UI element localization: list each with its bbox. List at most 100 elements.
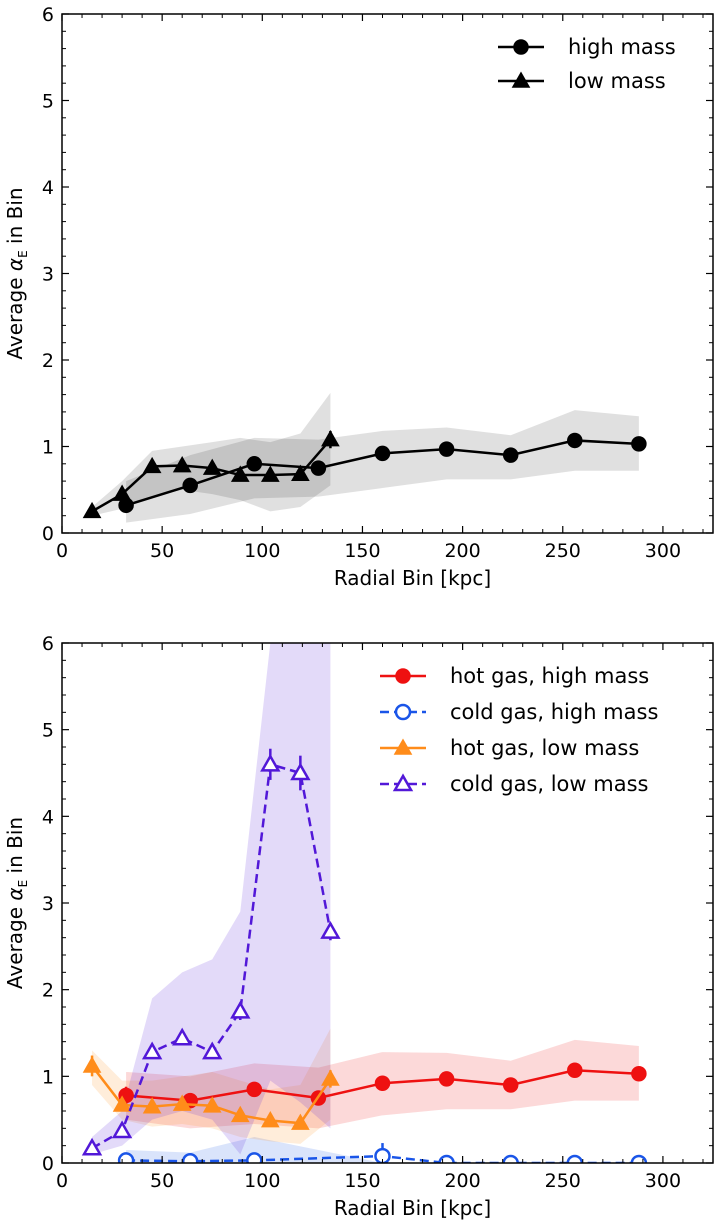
data-point <box>112 1095 132 1112</box>
x-tick-label: 250 <box>545 1170 581 1192</box>
data-point <box>260 753 281 772</box>
data-point <box>438 1154 455 1163</box>
data-point <box>502 1077 519 1093</box>
y-tick-label: 2 <box>42 350 54 372</box>
data-point <box>290 762 311 781</box>
legend: high mass low mass <box>498 35 676 93</box>
x-tick-label: 0 <box>56 540 68 562</box>
x-tick-label: 250 <box>545 540 581 562</box>
legend-label: high mass <box>568 35 676 59</box>
legend-marker <box>392 773 414 792</box>
data-point <box>81 1137 103 1156</box>
confidence-band <box>126 410 639 523</box>
y-axis-label: Average αE in Bin <box>3 817 30 989</box>
data-point <box>182 477 198 494</box>
x-tick-label: 300 <box>645 1170 681 1192</box>
data-point <box>291 464 310 481</box>
data-point <box>171 1027 193 1046</box>
data-point <box>202 458 222 475</box>
x-tick-label: 200 <box>444 1170 480 1192</box>
x-tick-label: 100 <box>244 1170 280 1192</box>
data-point <box>246 1081 263 1098</box>
plot-area <box>82 392 647 523</box>
data-point <box>172 455 192 473</box>
legend-label: hot gas, high mass <box>450 664 649 688</box>
y-tick-label: 1 <box>42 437 54 459</box>
x-tick-label: 50 <box>150 540 174 562</box>
x-tick-label: 300 <box>645 540 681 562</box>
data-point <box>566 1154 584 1163</box>
data-point <box>142 456 162 474</box>
data-point <box>246 456 263 472</box>
legend-label: low mass <box>568 69 666 93</box>
data-point <box>438 441 455 457</box>
data-point <box>111 1120 133 1139</box>
y-axis-label: Average αE in Bin <box>3 187 30 359</box>
data-point <box>230 1000 251 1019</box>
x-tick-label: 100 <box>244 540 280 562</box>
y-tick-label: 2 <box>42 980 54 1002</box>
y-tick-label: 4 <box>42 177 54 199</box>
y-tick-label: 3 <box>42 264 54 286</box>
data-point <box>112 484 132 501</box>
legend-label: hot gas, low mass <box>450 736 639 760</box>
panel-bottom: 0 50 100 150 200 250 300 0 1 2 3 4 5 6 Radial Bin [kpc… <box>3 633 714 1220</box>
legend-label: cold gas, low mass <box>450 772 648 796</box>
data-point <box>142 1097 162 1114</box>
x-tick-label: 150 <box>344 540 380 562</box>
legend-marker <box>393 738 413 755</box>
data-point <box>246 1152 263 1163</box>
legend: hot gas, high mass cold gas, high mass hot… <box>380 664 658 796</box>
data-point <box>321 430 340 447</box>
data-point <box>630 1154 648 1163</box>
x-tick-label: 150 <box>344 1170 380 1192</box>
legend-marker <box>395 668 411 684</box>
data-point <box>82 1056 102 1073</box>
data-point <box>320 921 341 939</box>
y-tick-label: 0 <box>42 523 54 545</box>
legend-marker <box>394 703 412 721</box>
data-point <box>260 1110 280 1128</box>
data-point <box>291 1113 310 1130</box>
data-point <box>502 447 519 463</box>
y-tick-label: 3 <box>42 893 54 915</box>
x-tick-label: 50 <box>150 1170 174 1192</box>
plot-area <box>81 643 648 1163</box>
data-point <box>230 465 250 482</box>
data-point <box>230 1105 250 1123</box>
data-point <box>202 1041 223 1060</box>
y-tick-label: 0 <box>42 1153 54 1175</box>
legend-marker <box>511 71 531 88</box>
data-point <box>260 465 280 482</box>
data-point <box>631 1065 647 1082</box>
legend-marker <box>513 39 529 55</box>
data-point <box>567 1062 583 1079</box>
series-line <box>126 1154 639 1163</box>
y-tick-label: 1 <box>42 1066 54 1088</box>
data-point <box>82 501 102 519</box>
data-point <box>502 1154 519 1163</box>
data-point <box>374 1147 391 1163</box>
panel-top: 0 50 100 150 200 250 300 0 1 2 3 4 5 6 Radial Bin [kpc… <box>3 4 714 590</box>
y-tick-label: 4 <box>42 806 54 828</box>
data-point <box>202 1096 222 1113</box>
data-point <box>141 1041 163 1060</box>
y-tick-label: 5 <box>42 720 54 742</box>
data-point <box>172 1094 192 1111</box>
data-point <box>310 460 327 476</box>
x-tick-label: 0 <box>56 1170 68 1192</box>
y-tick-label: 6 <box>42 633 54 655</box>
x-axis-label: Radial Bin [kpc] <box>334 1196 491 1220</box>
confidence-band <box>92 392 331 516</box>
data-point <box>567 432 583 449</box>
legend-label: cold gas, high mass <box>450 700 658 724</box>
data-point <box>117 1152 135 1163</box>
y-tick-label: 6 <box>42 4 54 26</box>
data-point <box>438 1071 455 1087</box>
x-tick-label: 200 <box>444 540 480 562</box>
data-point <box>321 1069 340 1086</box>
data-point <box>374 1075 391 1092</box>
x-axis-label: Radial Bin [kpc] <box>334 566 491 590</box>
data-point <box>181 1153 199 1163</box>
